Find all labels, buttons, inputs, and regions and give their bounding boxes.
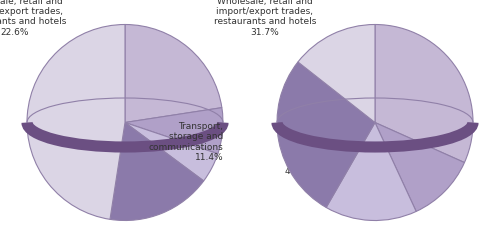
Wedge shape bbox=[27, 24, 125, 219]
Wedge shape bbox=[125, 24, 222, 122]
Wedge shape bbox=[125, 122, 218, 181]
Wedge shape bbox=[125, 108, 223, 154]
Wedge shape bbox=[277, 62, 375, 208]
Text: Transport,
storage and
communications
11.4%: Transport, storage and communications 11… bbox=[148, 122, 223, 162]
Wedge shape bbox=[326, 122, 416, 220]
Wedge shape bbox=[375, 24, 473, 162]
Text: Others
47.6%: Others 47.6% bbox=[284, 157, 314, 176]
Text: Wholesale, retail and
import/export trades,
restaurants and hotels
22.6%: Wholesale, retail and import/export trad… bbox=[0, 0, 66, 37]
Text: Wholesale, retail and
import/export trades,
restaurants and hotels
31.7%: Wholesale, retail and import/export trad… bbox=[214, 0, 316, 37]
Wedge shape bbox=[375, 122, 464, 211]
Wedge shape bbox=[110, 122, 204, 220]
Wedge shape bbox=[298, 24, 375, 122]
